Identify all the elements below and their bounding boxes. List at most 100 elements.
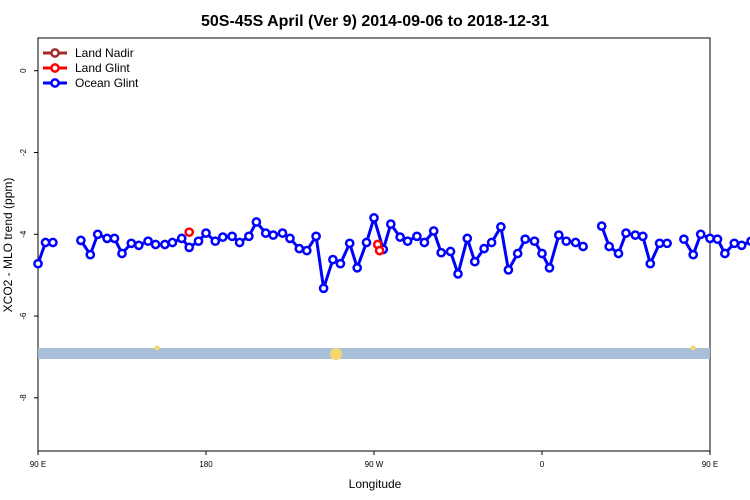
data-point <box>705 233 715 244</box>
data-point <box>395 232 405 242</box>
data-point <box>117 248 127 259</box>
data-point <box>344 238 355 249</box>
data-point <box>496 222 506 232</box>
data-point <box>578 241 588 252</box>
data-point <box>419 237 430 248</box>
data-point <box>486 237 497 248</box>
land-markers <box>154 345 696 360</box>
data-point <box>613 248 624 259</box>
data-point <box>311 231 321 242</box>
x-axis-label: Longitude <box>349 477 402 491</box>
data-point <box>268 230 279 240</box>
data-point <box>503 265 514 275</box>
data-point <box>92 229 103 240</box>
data-point <box>244 231 254 242</box>
data-point <box>720 248 730 259</box>
series-layer <box>33 213 750 294</box>
data-point <box>512 248 523 259</box>
data-point <box>318 283 329 294</box>
data-point <box>361 237 372 248</box>
data-point <box>184 242 195 253</box>
data-point <box>294 243 305 254</box>
land-marker <box>154 345 160 351</box>
data-point <box>654 238 665 249</box>
data-point <box>630 230 641 240</box>
data-point <box>328 254 338 265</box>
data-point <box>210 236 221 247</box>
y-tick-label: -8 <box>19 394 28 402</box>
data-point <box>736 240 747 251</box>
data-point <box>637 231 648 242</box>
data-point <box>596 221 607 231</box>
data-point <box>277 228 288 238</box>
legend-marker <box>50 63 60 73</box>
data-point <box>227 231 237 242</box>
legend-label: Land Glint <box>75 61 130 75</box>
data-point <box>76 235 86 246</box>
data-point <box>402 236 413 247</box>
data-point <box>462 233 473 244</box>
data-point <box>479 243 489 254</box>
y-tick-label: -4 <box>19 230 28 238</box>
data-point <box>412 231 422 242</box>
data-point <box>176 233 187 244</box>
data-point <box>712 234 723 245</box>
data-point <box>529 236 540 247</box>
data-point <box>335 258 346 269</box>
data-point <box>352 262 363 273</box>
data-point <box>217 232 228 242</box>
data-point <box>679 234 689 245</box>
series-ocean-glint <box>33 213 750 294</box>
land-marker <box>690 345 696 351</box>
legend-item: Land Nadir <box>43 46 134 60</box>
data-point <box>251 217 262 227</box>
data-point <box>537 248 547 259</box>
y-tick-label: 0 <box>19 68 28 73</box>
legend-item: Land Glint <box>43 61 130 75</box>
data-point <box>193 236 204 247</box>
chart-title: 50S-45S April (Ver 9) 2014-09-06 to 2018… <box>201 13 549 30</box>
data-point <box>33 258 43 269</box>
x-tick-label: 180 <box>199 460 213 469</box>
y-axis: 0 -2 -4 -6 -8 <box>19 68 38 401</box>
data-point <box>369 213 379 223</box>
x-tick-label: 90 E <box>30 460 46 469</box>
data-point <box>385 219 396 229</box>
data-point <box>695 229 706 240</box>
data-point <box>688 249 699 260</box>
data-point <box>184 227 195 238</box>
series-land-glint <box>184 227 385 256</box>
data-point <box>102 233 112 244</box>
x-tick-label: 0 <box>540 460 545 469</box>
data-point <box>109 233 120 244</box>
legend-label: Ocean Glint <box>75 76 139 90</box>
legend-marker <box>50 48 60 58</box>
x-tick-label: 90 W <box>365 460 384 469</box>
x-tick-label: 90 E <box>702 460 718 469</box>
data-point <box>729 238 740 249</box>
data-point <box>133 240 144 251</box>
data-point <box>160 239 170 250</box>
data-point <box>201 228 211 238</box>
legend-label: Land Nadir <box>75 46 134 60</box>
y-tick-label: -2 <box>19 148 28 156</box>
data-point <box>143 236 153 247</box>
data-point <box>746 236 750 246</box>
data-point <box>561 236 572 247</box>
legend-item: Ocean Glint <box>43 76 139 90</box>
y-axis-label: XCO2 - MLO trend (ppm) <box>1 178 15 313</box>
data-point <box>553 230 564 240</box>
ocean-band <box>38 348 710 359</box>
data-point <box>469 256 480 267</box>
data-point <box>260 228 271 238</box>
data-point <box>621 228 631 238</box>
data-point <box>85 249 96 260</box>
data-point <box>604 241 615 252</box>
data-point <box>234 237 245 248</box>
data-point <box>544 262 555 273</box>
data-point <box>453 269 463 279</box>
data-point <box>167 237 178 248</box>
data-point <box>150 239 161 250</box>
